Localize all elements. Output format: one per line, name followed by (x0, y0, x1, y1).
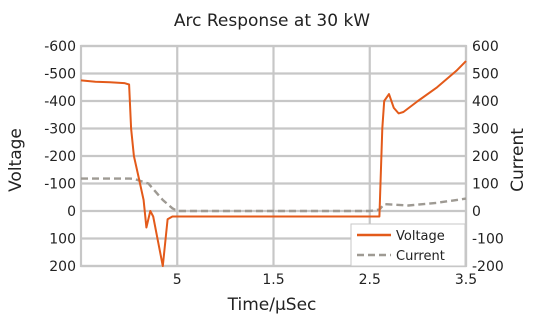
right-axis-label: Current (508, 128, 528, 192)
plot-grid (79, 44, 468, 268)
right-tick-label: 600 (472, 39, 499, 55)
left-tick-label: -200 (44, 149, 76, 165)
x-tick-label: 2.5 (359, 272, 381, 288)
left-tick-label: -500 (44, 67, 76, 83)
x-tick-label: 5 (173, 272, 182, 288)
x-tick-label: 3.5 (455, 272, 477, 288)
left-axis-ticks: -600 -500 -400 -300 -200 -100 0 100 200 (44, 39, 76, 275)
plot-frame (79, 44, 468, 268)
chart-title: Arc Response at 30 kW (174, 11, 370, 31)
left-tick-label: -100 (44, 177, 76, 193)
right-tick-label: 100 (472, 177, 499, 193)
series-layer (80, 60, 467, 267)
left-tick-label: -600 (44, 39, 76, 55)
series-line-voltage (80, 60, 467, 267)
legend: Voltage Current (350, 223, 466, 267)
x-axis-label: Time/µSec (227, 295, 317, 315)
series-line-current (81, 177, 467, 213)
right-tick-label: 500 (472, 67, 499, 83)
right-tick-label: -100 (472, 232, 504, 248)
left-tick-label: 200 (49, 259, 76, 275)
x-tick-label: 1.5 (262, 272, 284, 288)
right-tick-label: 300 (472, 122, 499, 138)
legend-label-current: Current (396, 249, 445, 264)
legend-box (350, 223, 466, 267)
right-tick-label: 200 (472, 149, 499, 165)
right-axis-ticks: 600 500 400 300 200 100 0 -100 -200 (472, 39, 504, 275)
left-axis-label: Voltage (6, 128, 26, 192)
right-tick-label: 0 (472, 204, 481, 220)
left-tick-label: 100 (49, 232, 76, 248)
right-tick-label: -200 (472, 259, 504, 275)
x-axis-ticks: 5 1.5 2.5 3.5 (173, 272, 477, 288)
left-tick-label: -400 (44, 94, 76, 110)
legend-label-voltage: Voltage (396, 229, 445, 244)
left-tick-label: 0 (67, 204, 76, 220)
right-tick-label: 400 (472, 94, 499, 110)
left-tick-label: -300 (44, 122, 76, 138)
